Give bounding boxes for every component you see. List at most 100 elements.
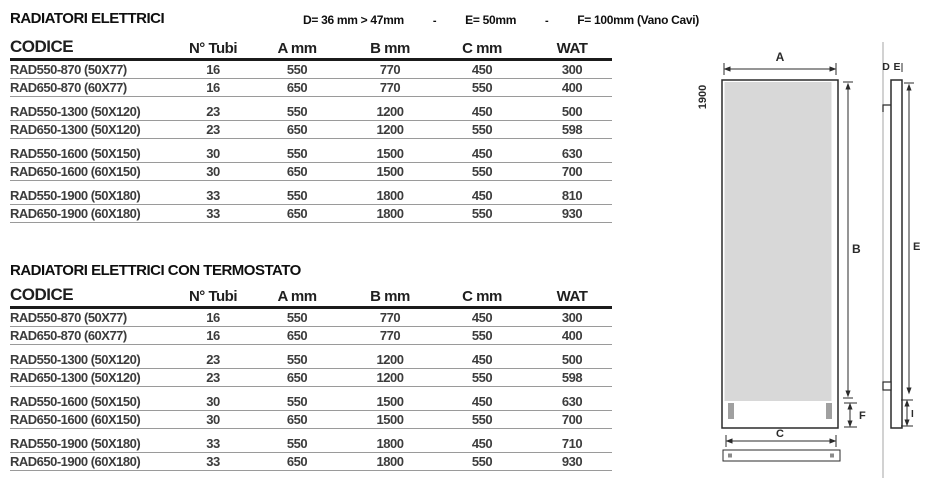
code-cell: RAD650-1600 (60X150) bbox=[10, 164, 141, 179]
value-cell: 1800 bbox=[376, 188, 404, 203]
value-cell: 550 bbox=[286, 310, 308, 325]
value-cell: 550 bbox=[286, 394, 308, 409]
value-cell: 450 bbox=[471, 146, 493, 161]
value-cell: 550 bbox=[471, 206, 493, 221]
code-cell: RAD650-1900 (60X180) bbox=[10, 454, 141, 469]
value-cell: 16 bbox=[206, 310, 220, 325]
table-row: RAD550-1900 (50X180) 33 550 1800 450 810 bbox=[10, 187, 612, 205]
code-cell: RAD550-870 (50X77) bbox=[10, 62, 127, 77]
code-cell: RAD650-1600 (60X150) bbox=[10, 412, 141, 427]
value-cell: 30 bbox=[206, 412, 220, 427]
value-cell: 23 bbox=[206, 104, 220, 119]
value-cell: 550 bbox=[471, 454, 493, 469]
value-cell: 1500 bbox=[376, 412, 404, 427]
column-header: C mm bbox=[462, 288, 502, 305]
code-cell: RAD550-1300 (50X120) bbox=[10, 352, 141, 367]
value-cell: 770 bbox=[379, 328, 401, 343]
table-row: RAD650-1300 (50X120) 23 650 1200 550 598 bbox=[10, 369, 612, 387]
dim-side-bottom-label: I bbox=[911, 409, 914, 420]
table-body: RAD550-870 (50X77) 16 550 770 450 300 RAD650-8… bbox=[10, 309, 612, 471]
column-header: A mm bbox=[277, 40, 317, 57]
dim-d-label: D bbox=[882, 61, 890, 73]
mounting-slot-right bbox=[826, 403, 832, 419]
code-cell: RAD650-1900 (60X180) bbox=[10, 206, 141, 221]
value-cell: 650 bbox=[286, 412, 308, 427]
column-header: WAT bbox=[556, 40, 588, 57]
dim-c-label: C bbox=[776, 428, 784, 440]
value-cell: 450 bbox=[471, 62, 493, 77]
value-cell: 550 bbox=[286, 62, 308, 77]
table-radiatori-elettrici-con-termostato: CODICE N° Tubi A mm B mm C mm WAT RAD550-870 … bbox=[10, 284, 612, 471]
code-cell: RAD550-1600 (50X150) bbox=[10, 146, 141, 161]
value-cell: 300 bbox=[561, 62, 583, 77]
value-cell: 500 bbox=[561, 352, 583, 367]
value-cell: 550 bbox=[471, 370, 493, 385]
value-cell: 16 bbox=[206, 328, 220, 343]
value-cell: 550 bbox=[286, 436, 308, 451]
mounting-slot-left bbox=[728, 403, 734, 419]
value-cell: 400 bbox=[561, 328, 583, 343]
base-bar-outline bbox=[722, 449, 841, 462]
table-row: RAD650-870 (60X77) 16 650 770 550 400 bbox=[10, 327, 612, 345]
value-cell: 1200 bbox=[376, 370, 404, 385]
value-cell: 598 bbox=[561, 370, 583, 385]
code-cell: RAD550-1600 (50X150) bbox=[10, 394, 141, 409]
table-header-row: CODICE N° Tubi A mm B mm C mm WAT bbox=[10, 284, 612, 309]
code-cell: RAD650-1300 (50X120) bbox=[10, 122, 141, 137]
column-header: WAT bbox=[556, 288, 588, 305]
value-cell: 550 bbox=[286, 104, 308, 119]
value-cell: 770 bbox=[379, 80, 401, 95]
column-header: A mm bbox=[277, 288, 317, 305]
value-cell: 16 bbox=[206, 62, 220, 77]
wall-bracket-top bbox=[882, 104, 891, 112]
code-cell: RAD550-1900 (50X180) bbox=[10, 188, 141, 203]
value-cell: 33 bbox=[206, 454, 220, 469]
side-view-bar bbox=[890, 79, 903, 429]
value-cell: 1500 bbox=[376, 146, 404, 161]
value-cell: 710 bbox=[561, 436, 583, 451]
value-cell: 1800 bbox=[376, 436, 404, 451]
value-cell: 650 bbox=[286, 454, 308, 469]
code-cell: RAD550-1300 (50X120) bbox=[10, 104, 141, 119]
value-cell: 23 bbox=[206, 370, 220, 385]
value-cell: 300 bbox=[561, 310, 583, 325]
column-header: CODICE bbox=[10, 37, 74, 56]
table-radiatori-elettrici: CODICE N° Tubi A mm B mm C mm WAT RAD550-870 … bbox=[10, 36, 612, 223]
table-row: RAD650-1600 (60X150) 30 650 1500 550 700 bbox=[10, 163, 612, 181]
dim-f-label: F bbox=[859, 410, 866, 422]
base-dot-right bbox=[830, 453, 834, 458]
legend-separator: - bbox=[432, 15, 437, 27]
value-cell: 1800 bbox=[376, 206, 404, 221]
value-cell: 550 bbox=[471, 80, 493, 95]
value-cell: 930 bbox=[561, 206, 583, 221]
table-body: RAD550-870 (50X77) 16 550 770 450 300 RAD650-8… bbox=[10, 61, 612, 223]
value-cell: 650 bbox=[286, 122, 308, 137]
base-dot-left bbox=[728, 453, 732, 458]
code-cell: RAD550-1900 (50X180) bbox=[10, 436, 141, 451]
value-cell: 700 bbox=[561, 412, 583, 427]
column-header: CODICE bbox=[10, 285, 74, 304]
value-cell: 1800 bbox=[376, 454, 404, 469]
column-header: B mm bbox=[370, 40, 410, 57]
value-cell: 650 bbox=[286, 206, 308, 221]
table-row: RAD550-1300 (50X120) 23 550 1200 450 500 bbox=[10, 103, 612, 121]
value-cell: 30 bbox=[206, 146, 220, 161]
value-cell: 450 bbox=[471, 188, 493, 203]
value-cell: 16 bbox=[206, 80, 220, 95]
value-cell: 550 bbox=[286, 188, 308, 203]
legend-separator: - bbox=[544, 15, 549, 27]
dim-e-depth-label: E bbox=[893, 61, 900, 73]
value-cell: 1200 bbox=[376, 352, 404, 367]
value-cell: 550 bbox=[471, 164, 493, 179]
value-cell: 650 bbox=[286, 164, 308, 179]
column-header: N° Tubi bbox=[188, 288, 238, 305]
value-cell: 550 bbox=[286, 352, 308, 367]
wall-bracket-bottom bbox=[882, 381, 892, 391]
value-cell: 23 bbox=[206, 122, 220, 137]
value-cell: 1200 bbox=[376, 122, 404, 137]
code-cell: RAD650-870 (60X77) bbox=[10, 328, 127, 343]
value-cell: 400 bbox=[561, 80, 583, 95]
dim-a-label: A bbox=[776, 50, 785, 64]
table-row: RAD550-870 (50X77) 16 550 770 450 300 bbox=[10, 309, 612, 327]
